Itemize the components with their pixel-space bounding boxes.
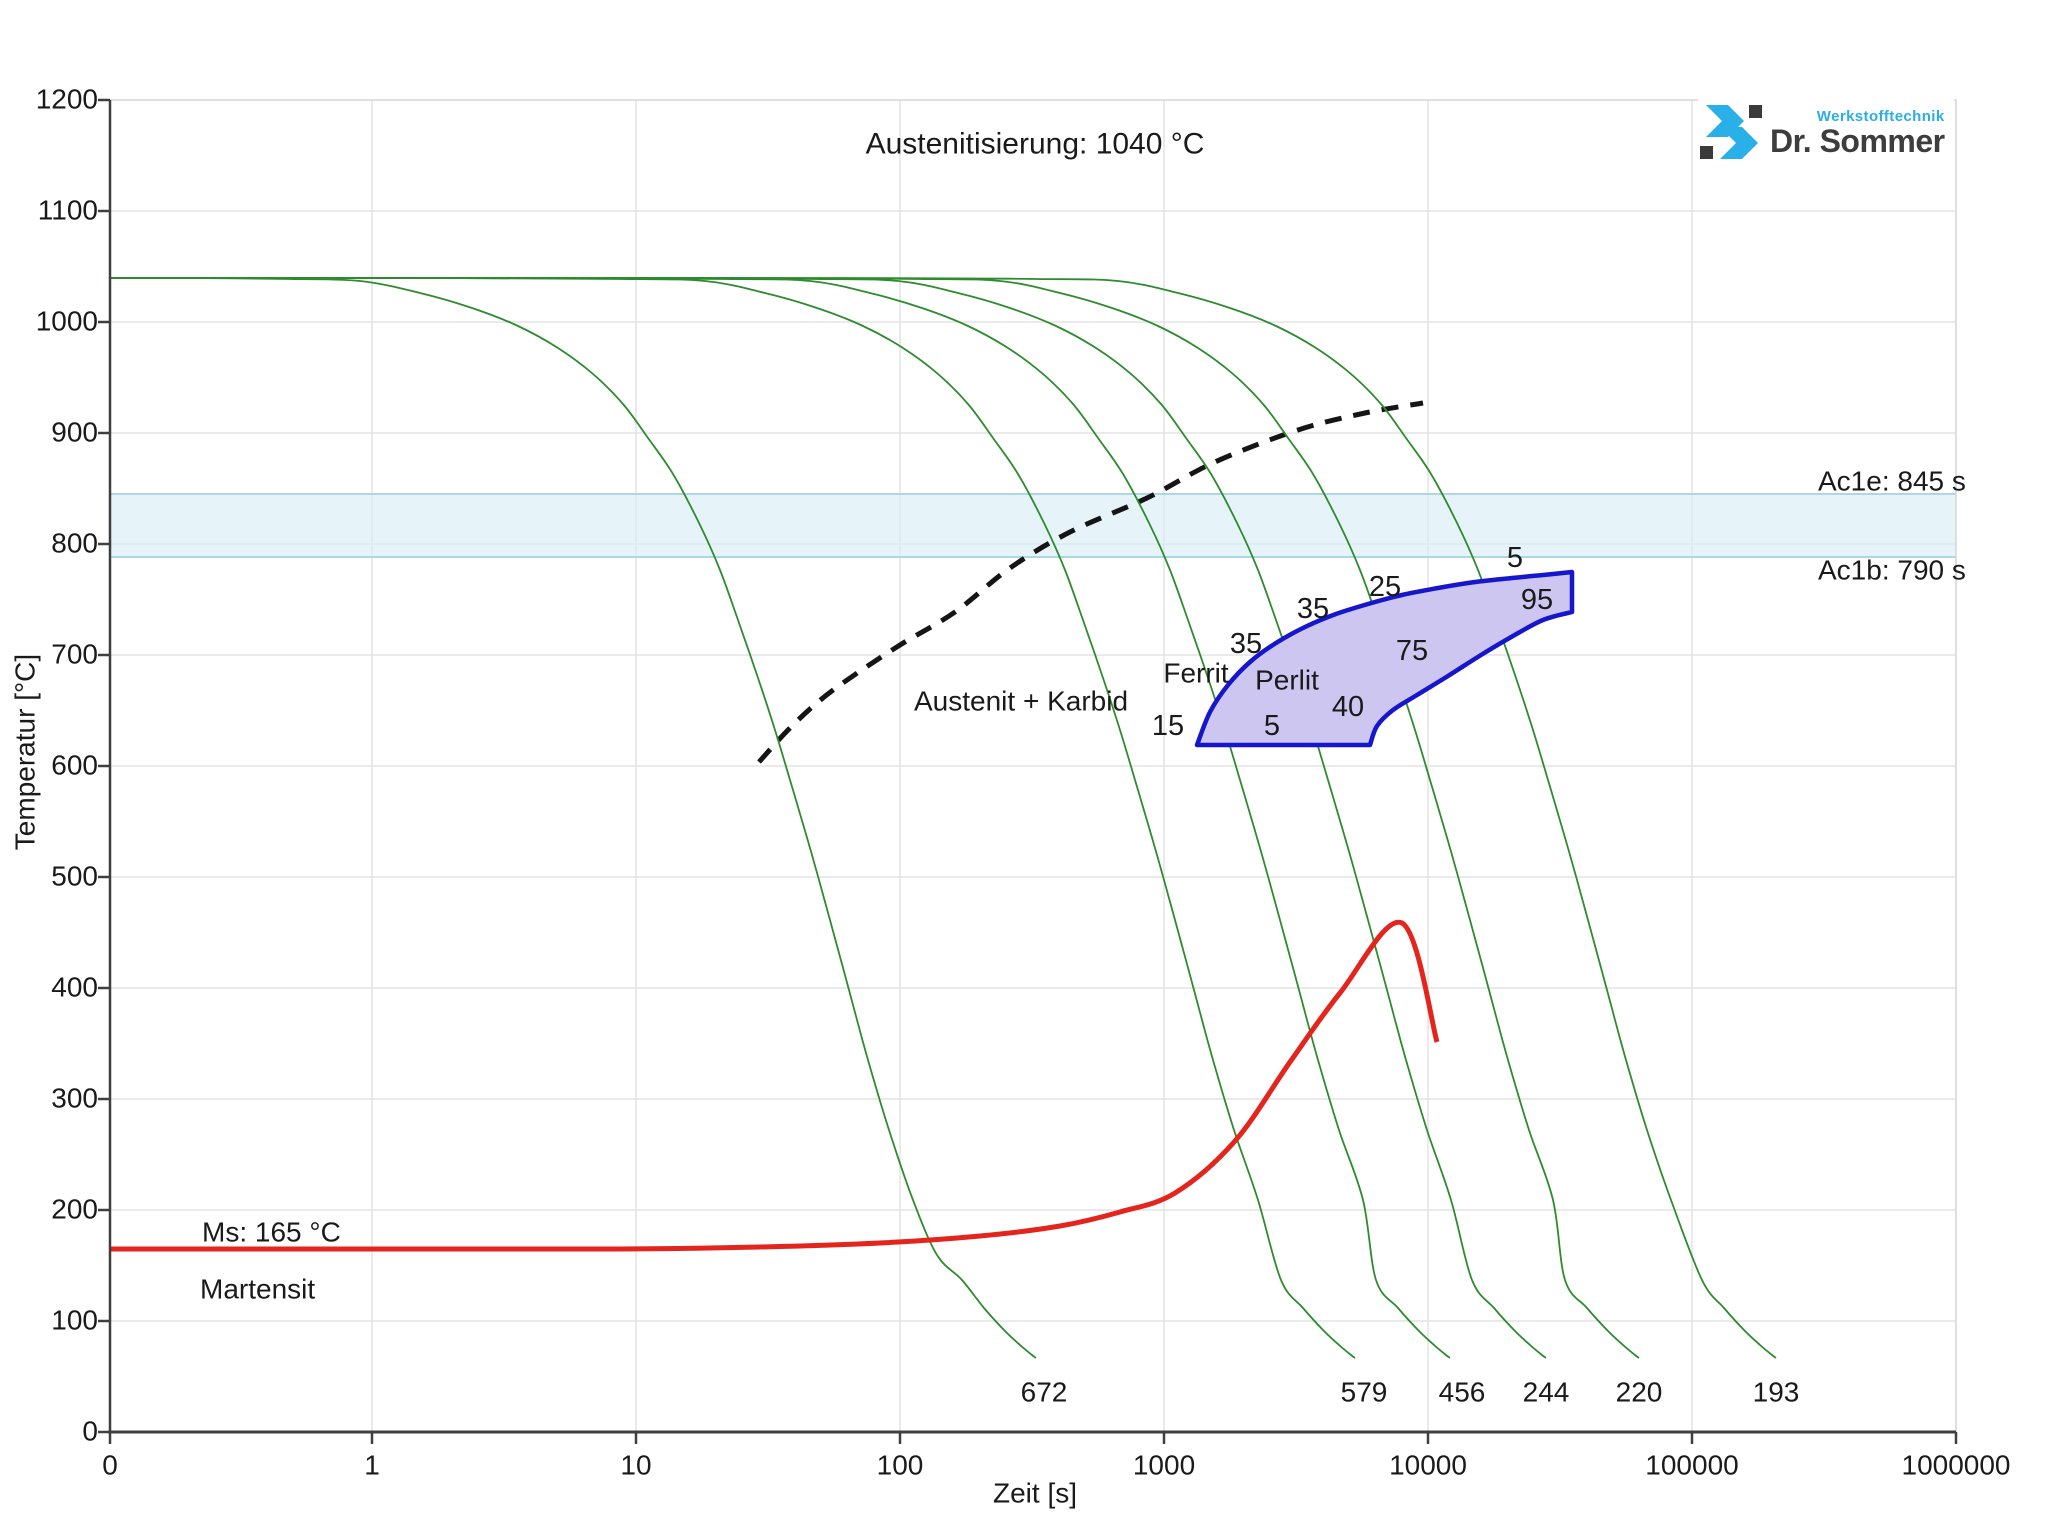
y-tick-label: 900: [51, 416, 98, 448]
ac1b-label: Ac1b: 790 s: [1818, 554, 1966, 586]
perlit-region: [1194, 569, 1575, 748]
y-tick-label: 500: [51, 860, 98, 892]
hardness-label: 672: [1020, 1376, 1068, 1408]
y-tick-label: 200: [51, 1193, 98, 1225]
phase-percent-label: 95: [1520, 584, 1554, 617]
y-tick-label: 800: [51, 527, 98, 559]
perlit-label: Perlit: [1255, 664, 1319, 696]
cooling-curve: [109, 277, 1356, 1359]
ms-curve: [110, 919, 1440, 1252]
ferrit-label: Ferrit: [1163, 657, 1229, 689]
y-tick-label: 1000: [35, 305, 98, 337]
hardness-label: 456: [1438, 1376, 1486, 1408]
martensit-label: Martensit: [200, 1273, 316, 1305]
cooling-curve: [109, 277, 1547, 1359]
page-title: Austenitisierung: 1040 °C: [865, 127, 1205, 161]
phase-percent-label: 25: [1368, 571, 1402, 604]
cooling-curve: [109, 277, 1037, 1359]
ms-label: Ms: 165 °C: [202, 1216, 341, 1248]
x-tick-label: 100000: [1645, 1449, 1739, 1481]
hardness-label: 220: [1615, 1376, 1663, 1408]
phase-percent-label: 15: [1151, 710, 1185, 743]
y-axis-title: Temperatur [°C]: [9, 653, 41, 851]
logo: Werkstofftechnik Dr. Sommer: [1698, 86, 1954, 180]
x-tick-label: 1: [364, 1449, 380, 1481]
x-axis-title: Zeit [s]: [992, 1477, 1078, 1509]
phase-percent-label: 5: [1263, 710, 1281, 743]
phase-percent-label: 75: [1395, 635, 1429, 668]
y-tick-label: 1100: [37, 194, 98, 226]
x-tick-label: 0: [102, 1449, 118, 1481]
hardness-label: 193: [1752, 1376, 1800, 1408]
logo-brand: Dr. Sommer: [1770, 122, 1945, 159]
y-tick-label: 100: [51, 1304, 98, 1336]
cooling-curve: [109, 277, 1777, 1359]
phase-percent-label: 5: [1506, 542, 1524, 575]
phase-percent-label: 40: [1331, 691, 1365, 724]
x-tick-label: 1000: [1132, 1449, 1196, 1481]
x-tick-label: 1000000: [1901, 1449, 2011, 1481]
x-tick-label: 10000: [1389, 1449, 1467, 1481]
phase-percent-label: 35: [1296, 593, 1330, 626]
ac1-band: [110, 494, 1956, 557]
y-tick-label: 400: [51, 971, 98, 1003]
hardness-label: 244: [1522, 1376, 1570, 1408]
y-tick-label: 1200: [35, 83, 98, 115]
y-tick-label: 300: [51, 1082, 98, 1114]
austenit-karbid-label: Austenit + Karbid: [914, 685, 1129, 717]
y-tick-label: 0: [82, 1415, 98, 1447]
hardness-label: 579: [1340, 1376, 1388, 1408]
x-tick-label: 10: [620, 1449, 652, 1481]
y-tick-label: 600: [51, 749, 98, 781]
x-tick-label: 100: [876, 1449, 924, 1481]
austenit-karbid-boundary-curve: [757, 400, 1424, 764]
phase-percent-label: 35: [1229, 628, 1263, 661]
cooling-curve: [109, 277, 1640, 1359]
logo-tagline: Werkstofftechnik: [1816, 107, 1945, 125]
y-tick-label: 700: [51, 638, 98, 670]
cooling-curve: [109, 277, 1451, 1359]
ac1e-label: Ac1e: 845 s: [1818, 465, 1966, 497]
logo-chevrons-icon: [1700, 105, 1762, 159]
